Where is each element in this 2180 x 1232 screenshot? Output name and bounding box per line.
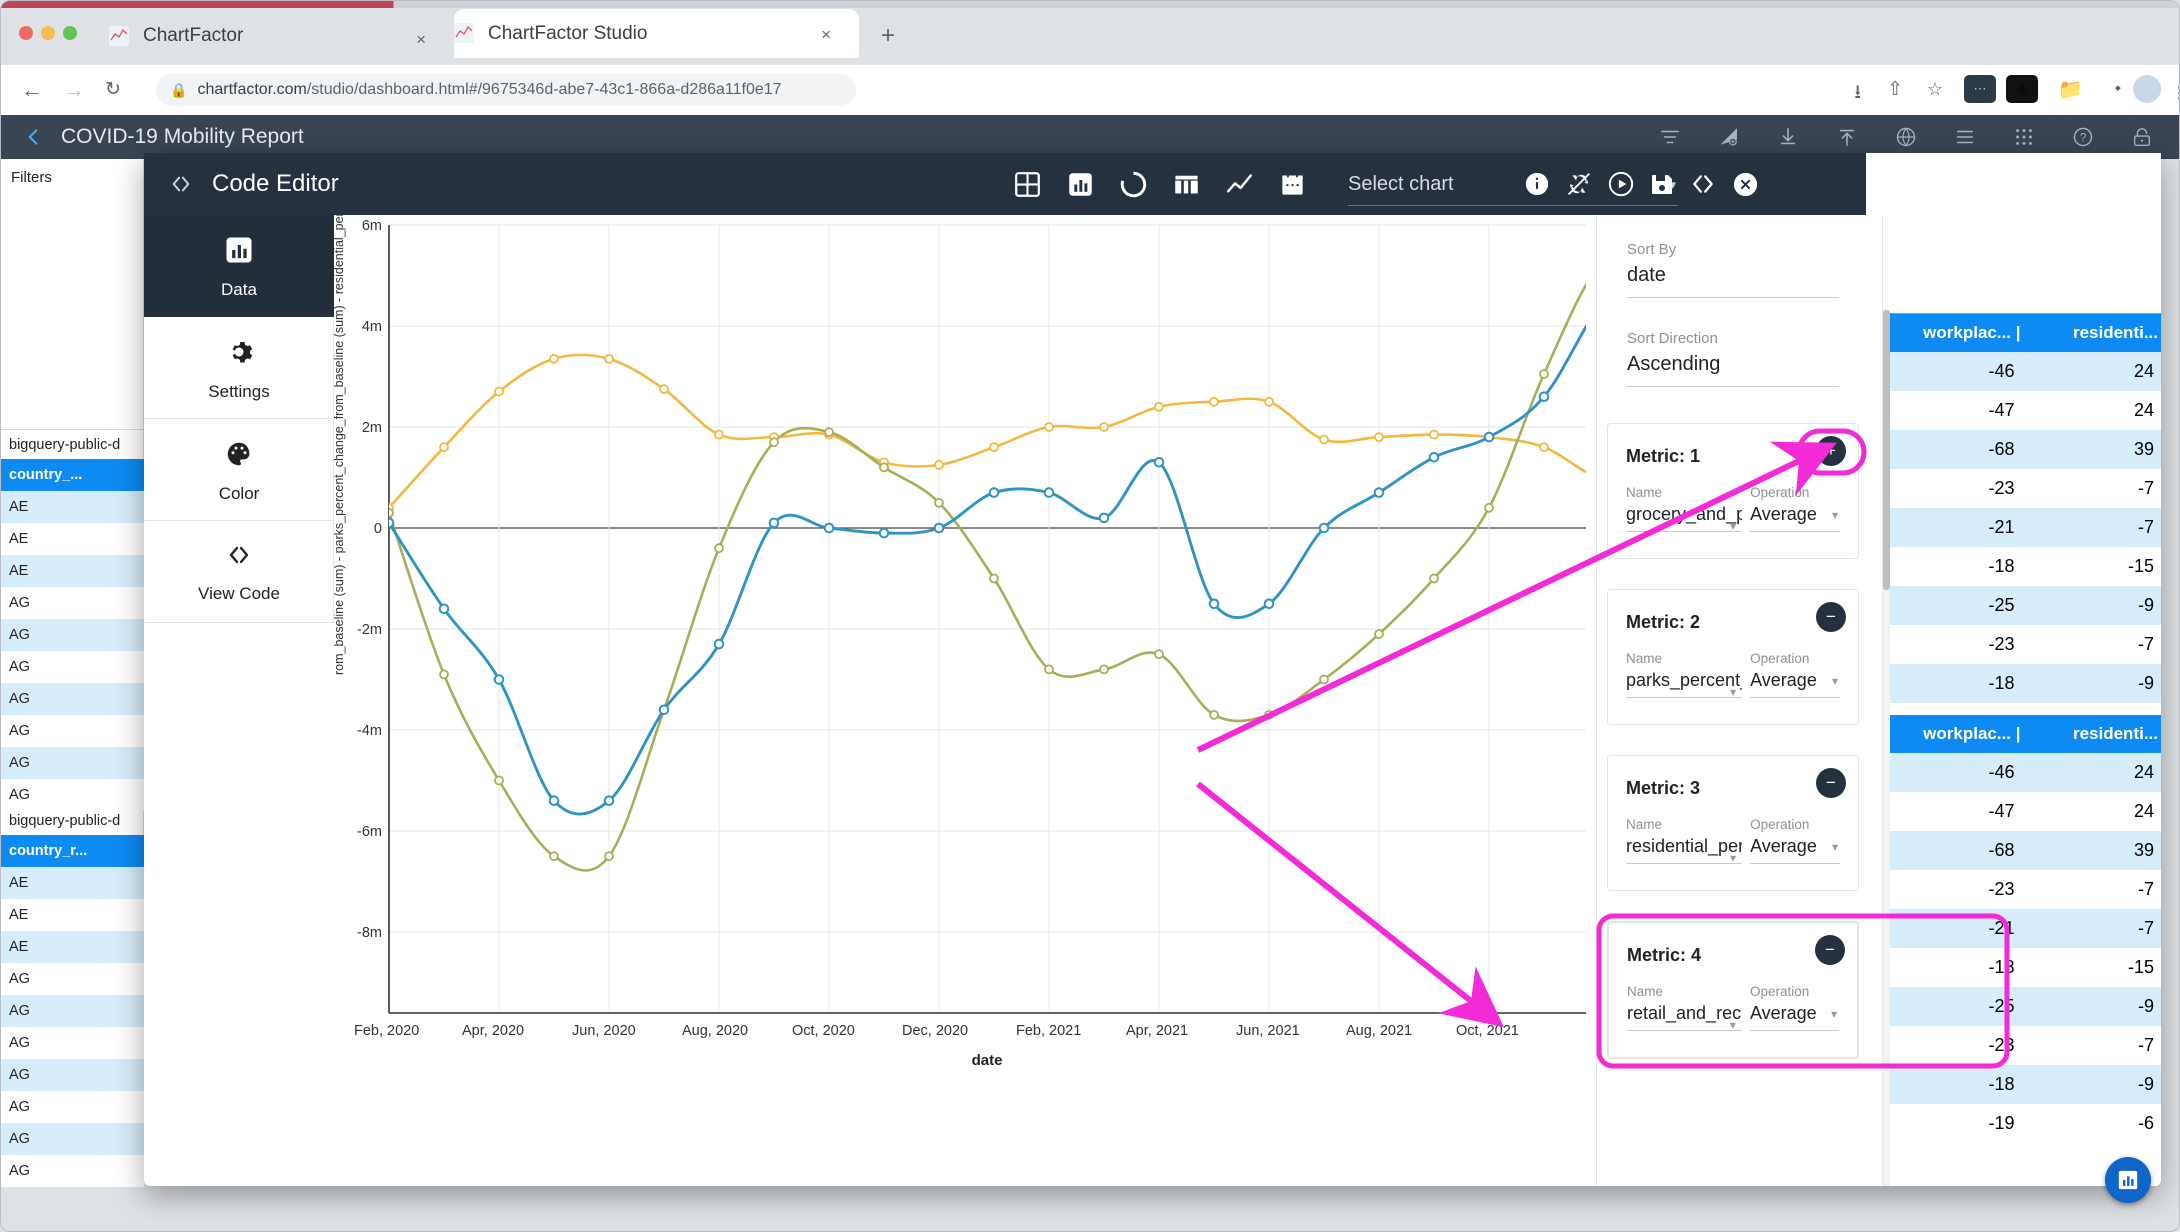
svg-text:Apr, 2020: Apr, 2020 — [462, 1023, 524, 1039]
svg-text:Feb, 2021: Feb, 2021 — [1016, 1023, 1081, 1039]
svg-text:6m: 6m — [362, 218, 382, 234]
svg-text:Aug, 2020: Aug, 2020 — [682, 1023, 748, 1039]
svg-text:Oct, 2021: Oct, 2021 — [1456, 1023, 1519, 1039]
svg-text:Apr, 2021: Apr, 2021 — [1126, 1023, 1188, 1039]
svg-text:Dec, 2020: Dec, 2020 — [902, 1023, 968, 1039]
svg-text:-8m: -8m — [357, 925, 382, 941]
svg-text:date: date — [972, 1052, 1003, 1069]
svg-text:Aug, 2021: Aug, 2021 — [1346, 1023, 1412, 1039]
svg-text:Oct, 2020: Oct, 2020 — [792, 1023, 855, 1039]
svg-text:2m: 2m — [362, 420, 382, 436]
svg-text:Jun, 2021: Jun, 2021 — [1236, 1023, 1300, 1039]
svg-text:4m: 4m — [362, 319, 382, 335]
svg-text:Feb, 2020: Feb, 2020 — [354, 1023, 419, 1039]
svg-text:-4m: -4m — [357, 723, 382, 739]
svg-text:-6m: -6m — [357, 824, 382, 840]
svg-text:Jun, 2020: Jun, 2020 — [572, 1023, 636, 1039]
svg-text:?: ? — [2080, 131, 2087, 145]
svg-text:0: 0 — [374, 521, 382, 537]
svg-text:-2m: -2m — [357, 622, 382, 638]
svg-text:rom_baseline (sum) - parks_per: rom_baseline (sum) - parks_percent_chang… — [334, 215, 346, 675]
